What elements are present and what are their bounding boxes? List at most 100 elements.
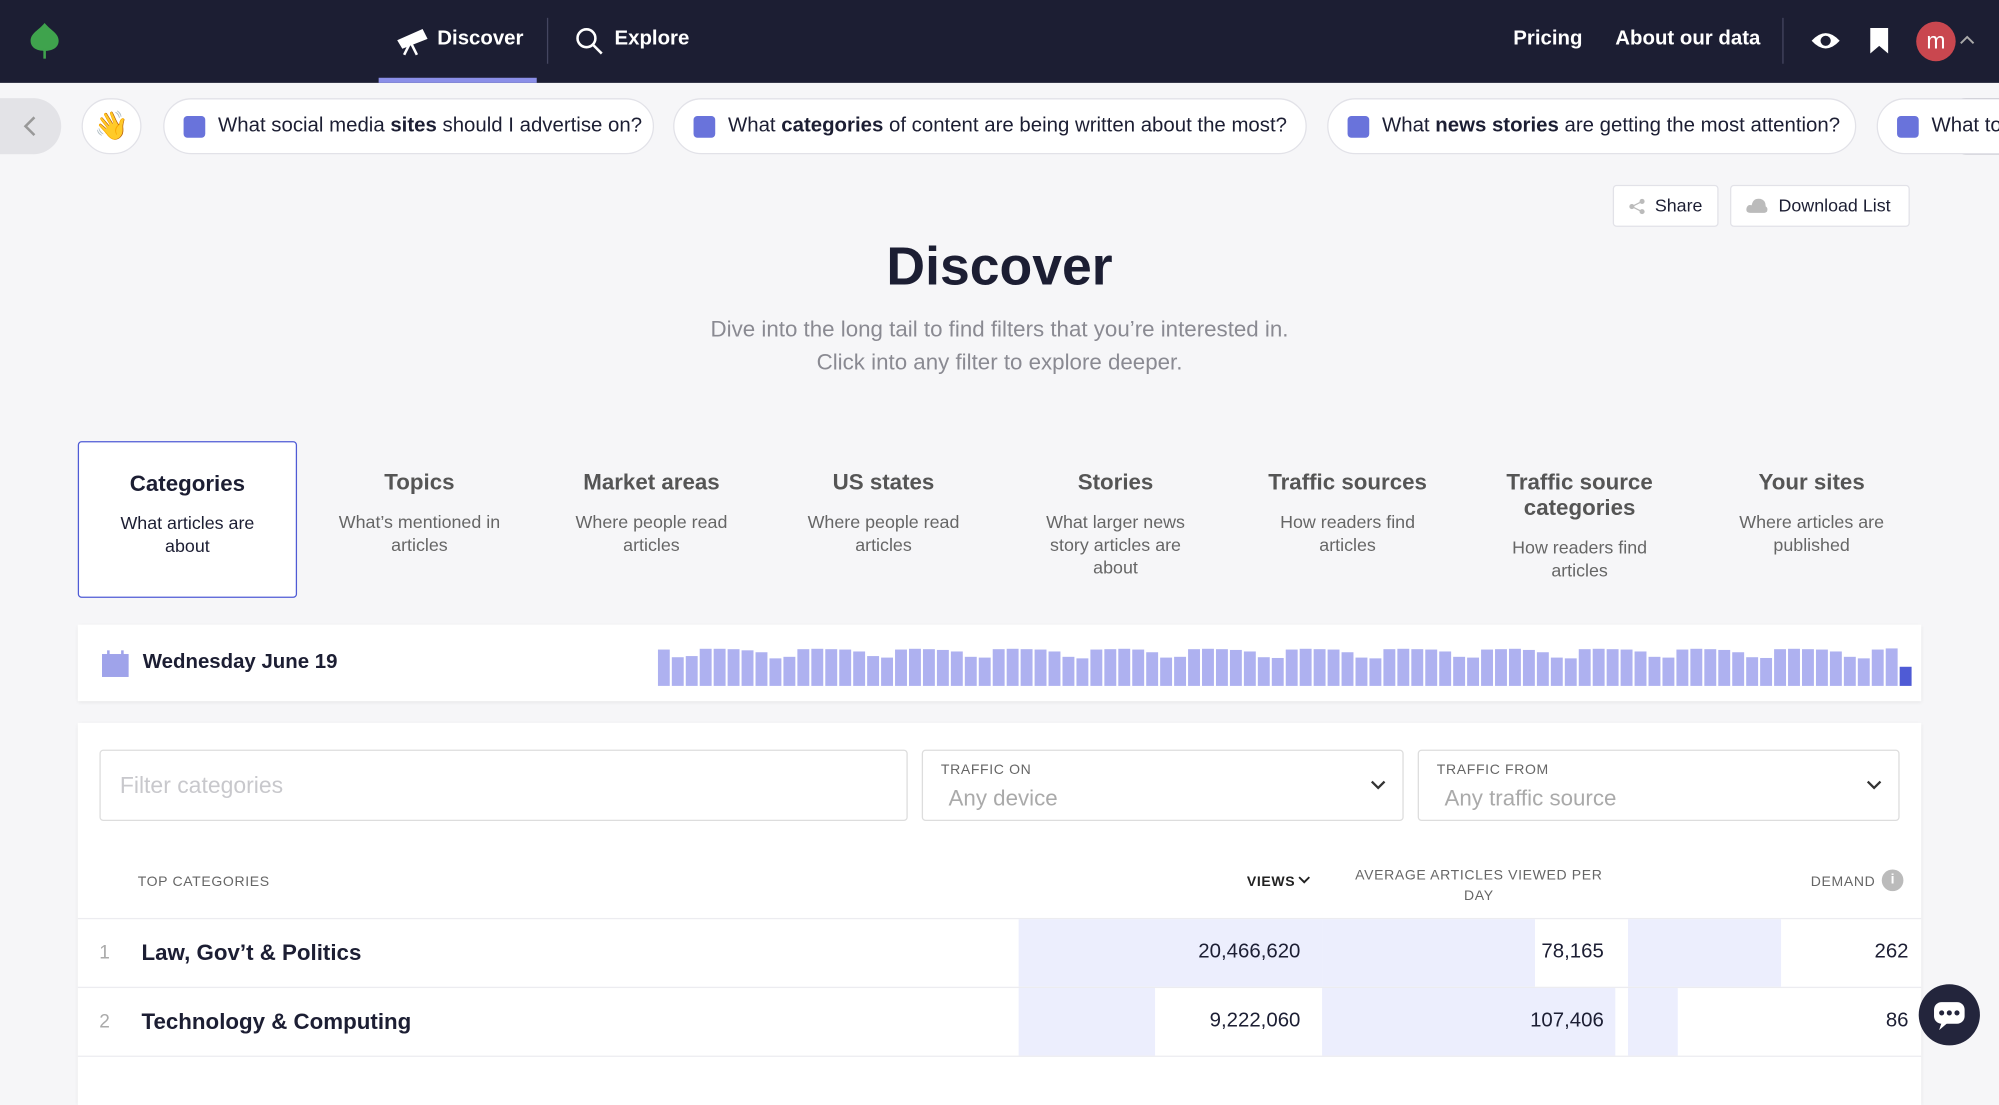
activity-bar[interactable] (1453, 656, 1466, 686)
activity-bar[interactable] (1313, 649, 1326, 686)
activity-bar[interactable] (922, 649, 935, 686)
activity-bar[interactable] (1411, 649, 1424, 686)
source-dropdown[interactable]: TRAFFIC FROM Any traffic source (1417, 749, 1900, 822)
activity-bar[interactable] (881, 657, 894, 686)
category-name[interactable]: Technology & Computing (141, 1008, 412, 1034)
activity-bar[interactable] (1327, 649, 1340, 686)
activity-bar[interactable] (657, 649, 670, 686)
nav-pricing[interactable]: Pricing (1513, 28, 1583, 50)
activity-bar[interactable] (1020, 649, 1033, 686)
activity-bar[interactable] (1578, 649, 1591, 686)
activity-bar[interactable] (1285, 649, 1298, 686)
activity-bar[interactable] (950, 651, 963, 686)
activity-bar[interactable] (1397, 648, 1410, 686)
activity-bar[interactable] (1439, 651, 1452, 686)
activity-bar[interactable] (1048, 651, 1061, 686)
activity-bar[interactable] (1899, 666, 1912, 686)
activity-bar[interactable] (1188, 649, 1200, 686)
activity-bar[interactable] (1495, 649, 1507, 686)
question-pill[interactable]: What to (1876, 98, 1999, 155)
activity-bar[interactable] (1118, 648, 1131, 686)
activity-bar[interactable] (1815, 649, 1828, 686)
tab[interactable]: US states Where people read articles (774, 441, 993, 598)
activity-bar[interactable] (1481, 649, 1493, 686)
activity-bar[interactable] (1369, 658, 1382, 686)
activity-bar[interactable] (1341, 652, 1354, 686)
question-pill[interactable]: What categories of content are being wri… (673, 98, 1307, 155)
tab[interactable]: Categories What articles are about (77, 441, 298, 598)
activity-bar[interactable] (1215, 649, 1228, 686)
activity-bar[interactable] (1550, 657, 1563, 686)
question-pill[interactable]: What social media sites should I adverti… (163, 98, 655, 155)
activity-bar[interactable] (1146, 652, 1159, 686)
activity-bar[interactable] (713, 648, 726, 686)
tab[interactable]: Topics What’s mentioned in articles (310, 441, 529, 598)
activity-bar[interactable] (1662, 657, 1675, 686)
activity-bar[interactable] (1829, 651, 1842, 686)
activity-bar[interactable] (1160, 657, 1173, 686)
tab[interactable]: Traffic source categories How readers fin… (1470, 441, 1689, 598)
activity-bar[interactable] (699, 648, 712, 686)
activity-bar[interactable] (1843, 656, 1856, 686)
activity-bar[interactable] (1257, 657, 1270, 686)
avatar[interactable]: m (1916, 21, 1956, 62)
activity-bar[interactable] (1299, 648, 1312, 686)
activity-bar[interactable] (1467, 657, 1480, 686)
question-pill[interactable]: What news stories are getting the most a… (1327, 98, 1857, 155)
activity-bar[interactable] (1885, 648, 1898, 686)
activity-bar[interactable] (1536, 652, 1549, 686)
activity-bar[interactable] (1676, 649, 1689, 686)
activity-bar[interactable] (769, 658, 782, 686)
activity-bar[interactable] (1718, 649, 1731, 686)
activity-bar[interactable] (1564, 658, 1577, 686)
activity-bar[interactable] (964, 656, 977, 686)
activity-bar[interactable] (1104, 649, 1117, 686)
activity-bar[interactable] (1229, 649, 1242, 686)
activity-bar[interactable] (1062, 656, 1075, 686)
activity-bar[interactable] (839, 649, 852, 686)
activity-bar[interactable] (978, 657, 991, 686)
activity-bar[interactable] (685, 656, 698, 686)
activity-bar[interactable] (1746, 657, 1759, 686)
activity-bar[interactable] (671, 657, 684, 686)
activity-bar[interactable] (1132, 649, 1145, 686)
nav-about[interactable]: About our data (1615, 28, 1761, 50)
activity-bar[interactable] (1271, 657, 1284, 686)
activity-bar[interactable] (1090, 649, 1103, 686)
activity-bar[interactable] (1383, 649, 1396, 686)
device-dropdown[interactable]: TRAFFIC ON Any device (921, 749, 1404, 822)
activity-bar[interactable] (1704, 649, 1717, 686)
activity-bar[interactable] (797, 649, 810, 686)
activity-bar[interactable] (1620, 649, 1633, 686)
activity-bar[interactable] (1243, 651, 1256, 686)
activity-bar[interactable] (1355, 657, 1368, 686)
activity-bar[interactable] (1425, 649, 1438, 686)
scroll-left[interactable] (0, 98, 62, 155)
tab[interactable]: Market areas Where people read articles (542, 441, 761, 598)
activity-bar[interactable] (909, 648, 921, 686)
activity-bar[interactable] (867, 656, 880, 686)
eye-icon[interactable] (1810, 28, 1841, 53)
tab[interactable]: Traffic sources How readers find articles (1238, 441, 1457, 598)
activity-bar[interactable] (1634, 651, 1647, 686)
activity-bar[interactable] (1732, 652, 1745, 686)
activity-bar[interactable] (755, 652, 768, 686)
activity-bar[interactable] (811, 648, 824, 686)
activity-bar[interactable] (1076, 658, 1089, 686)
activity-bar[interactable] (1690, 648, 1703, 686)
activity-bar[interactable] (936, 649, 949, 686)
activity-bar[interactable] (853, 651, 866, 686)
activity-bar[interactable] (1522, 649, 1535, 686)
activity-bar[interactable] (1606, 649, 1619, 686)
chat-button[interactable] (1918, 984, 1980, 1046)
activity-bar[interactable] (1760, 657, 1773, 686)
filter-input[interactable]: Filter categories (99, 749, 908, 822)
activity-bar[interactable] (1508, 648, 1521, 686)
activity-bar[interactable] (1871, 649, 1884, 686)
nav-discover[interactable]: Discover (437, 28, 524, 50)
tab[interactable]: Your sites Where articles are published (1702, 441, 1921, 598)
activity-bar[interactable] (1788, 648, 1800, 686)
column-header[interactable]: VIEWS (1246, 874, 1296, 890)
tab[interactable]: Stories What larger news story articles a… (1006, 441, 1225, 598)
category-name[interactable]: Law, Gov’t & Politics (141, 939, 362, 966)
